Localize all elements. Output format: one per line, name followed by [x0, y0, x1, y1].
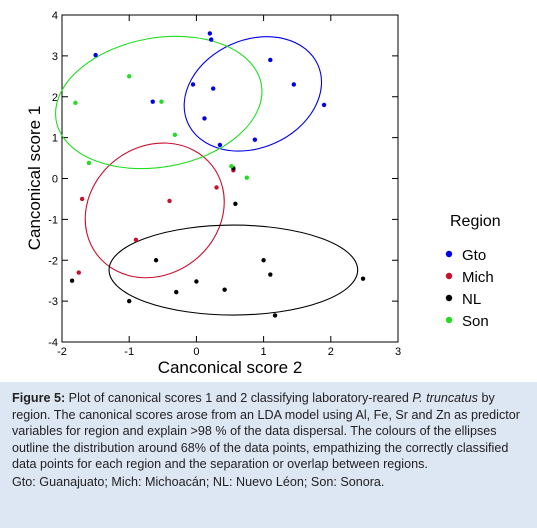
x-axis-title: Canconical score 2 [158, 358, 303, 377]
point-nl [127, 298, 132, 304]
point-son [244, 175, 249, 180]
point-nl [360, 276, 366, 281]
point-nl [69, 278, 75, 283]
legend-label-gto: Gto [462, 247, 486, 264]
caption-text-2: by region. The canonical scores arose fr… [12, 391, 520, 472]
x-tick-label: 1 [261, 346, 267, 358]
point-nl [272, 313, 278, 318]
caption-abbreviations: Gto: Guanajuato; Mich: Michoacán; NL: Nu… [12, 474, 385, 489]
point-nl [194, 279, 199, 284]
point-mich [133, 237, 139, 243]
ellipses [55, 35, 359, 316]
point-nl [261, 258, 266, 263]
point-gto [93, 52, 98, 58]
y-tick-label: 1 [52, 133, 58, 145]
legend-marker-nl [445, 294, 453, 302]
point-nl [268, 272, 273, 277]
y-tick-label: 0 [52, 174, 58, 186]
point-gto [291, 82, 297, 87]
x-tick-label: -1 [124, 346, 134, 358]
point-son [159, 99, 164, 104]
caption-species: P. truncatus [412, 391, 478, 405]
y-tick-label: 4 [52, 10, 58, 22]
ellipse-son [55, 35, 263, 170]
figure-caption: Figure 5: Plot of canonical scores 1 and… [0, 382, 537, 528]
y-tick-label: -1 [48, 214, 58, 226]
point-gto [207, 31, 213, 36]
plot-frame [61, 14, 399, 343]
legend-marker-gto [445, 250, 453, 258]
point-nl [153, 258, 159, 263]
ellipse-gto [183, 36, 323, 152]
y-tick-label: -2 [48, 255, 58, 267]
point-gto [211, 86, 216, 91]
point-mich [214, 185, 219, 190]
legend: Gto Mich NL Son [445, 247, 494, 330]
caption-label: Figure 5: [12, 391, 66, 405]
legend-label-son: Son [462, 313, 489, 330]
point-gto [190, 82, 196, 87]
legend-marker-mich [445, 272, 453, 280]
point-gto [150, 99, 155, 104]
ellipse-mich [84, 142, 225, 279]
point-nl [233, 201, 238, 207]
caption-paragraph: Figure 5: Plot of canonical scores 1 and… [12, 390, 525, 473]
point-mich [79, 196, 85, 202]
y-axis-title: Canconical score 1 [25, 106, 44, 251]
y-tick-label: -3 [48, 296, 58, 308]
point-son [172, 132, 178, 137]
legend-label-nl: NL [462, 291, 481, 308]
x-tick-label: -2 [57, 346, 67, 358]
y-tick-label: 2 [52, 92, 58, 104]
point-son [127, 74, 132, 79]
point-mich [76, 270, 82, 275]
x-tick-label: 0 [193, 346, 199, 358]
point-gto [217, 142, 223, 148]
point-son [229, 164, 234, 169]
x-tick-label: 3 [395, 346, 401, 358]
point-gto [321, 102, 327, 108]
point-gto [202, 116, 207, 121]
point-gto [208, 37, 214, 42]
point-nl [174, 289, 179, 295]
point-nl [222, 287, 227, 292]
x-tick-label: 2 [328, 346, 334, 358]
axes: -2 -1 0 1 2 3 -4 -3 -2 -1 0 1 2 3 4 [48, 10, 401, 358]
point-gto [252, 137, 258, 142]
caption-text-1: Plot of canonical scores 1 and 2 classif… [65, 391, 413, 405]
y-tick-label: 3 [52, 51, 58, 63]
scatter-chart: -2 -1 0 1 2 3 -4 -3 -2 -1 0 1 2 3 4 Canconical score 2… [25, 10, 501, 377]
ellipse-nl [108, 224, 359, 316]
point-son [86, 160, 92, 166]
legend-label-mich: Mich [462, 269, 494, 286]
legend-title: Region [450, 213, 501, 230]
legend-marker-son [445, 316, 453, 324]
point-son [73, 100, 78, 106]
point-gto [268, 57, 273, 63]
y-tick-label: -4 [48, 337, 58, 349]
point-mich [167, 198, 172, 204]
data-points [69, 31, 366, 318]
